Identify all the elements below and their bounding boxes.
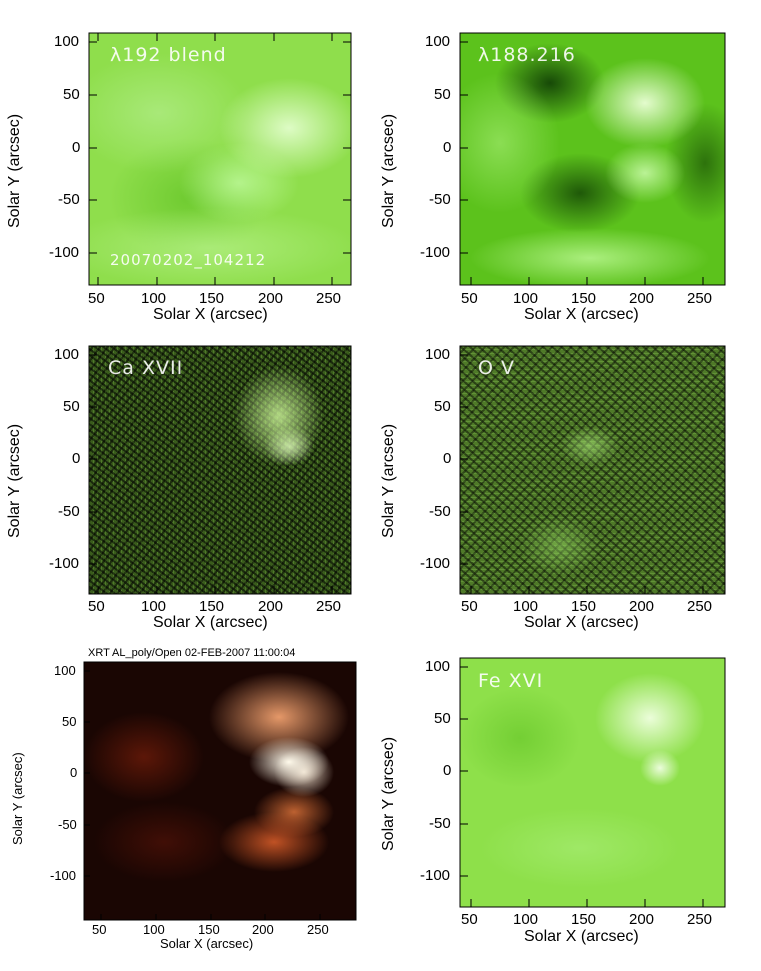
x-tick: 200 <box>258 598 284 615</box>
image-o-v <box>460 346 725 594</box>
x-tick: 150 <box>199 598 225 615</box>
x-tick: 200 <box>629 598 655 615</box>
x-axis-label: Solar X (arcsec) <box>153 614 268 631</box>
y-tick: 100 <box>425 33 451 50</box>
image-188-216 <box>460 33 725 285</box>
x-tick: 100 <box>143 922 165 937</box>
image-192-blend <box>89 33 351 285</box>
y-tick: -100 <box>420 555 451 572</box>
y-tick: -100 <box>420 867 451 884</box>
y-tick: 0 <box>72 450 81 467</box>
panel-label: Ca XVII <box>108 357 184 379</box>
y-tick: -100 <box>50 868 77 883</box>
x-tick: 200 <box>252 922 274 937</box>
y-tick: 50 <box>63 398 80 415</box>
x-tick: 50 <box>461 911 478 928</box>
y-tick: -100 <box>420 244 451 261</box>
y-tick: 100 <box>425 658 451 675</box>
x-axis-label: Solar X (arcsec) <box>524 928 639 945</box>
y-tick: 100 <box>425 346 451 363</box>
x-tick: 50 <box>461 598 478 615</box>
panel-label: Fe XVI <box>478 670 544 692</box>
x-tick: 250 <box>687 290 713 307</box>
y-tick: 0 <box>443 139 452 156</box>
y-tick: 50 <box>63 86 80 103</box>
x-tick: 200 <box>629 290 655 307</box>
y-tick: -50 <box>429 503 451 520</box>
x-tick: 250 <box>316 290 342 307</box>
y-tick: -50 <box>429 815 451 832</box>
x-tick: 250 <box>307 922 329 937</box>
x-tick: 250 <box>687 911 713 928</box>
x-tick: 50 <box>88 598 105 615</box>
y-tick: 0 <box>72 139 81 156</box>
panel-label: λ188.216 <box>478 44 576 66</box>
x-tick: 150 <box>571 290 597 307</box>
x-tick: 100 <box>513 290 539 307</box>
x-tick: 100 <box>141 598 167 615</box>
x-tick: 150 <box>198 922 220 937</box>
x-tick: 250 <box>316 598 342 615</box>
image-xrt <box>84 662 356 920</box>
y-axis-label: Solar Y (arcsec) <box>380 736 397 851</box>
x-tick: 150 <box>199 290 225 307</box>
xrt-title: XRT AL_poly/Open 02-FEB-2007 11:00:04 <box>88 647 296 659</box>
y-tick: 0 <box>443 762 452 779</box>
image-ca-xvii <box>89 346 351 594</box>
y-tick: -50 <box>58 191 80 208</box>
y-tick: 0 <box>70 765 78 780</box>
x-axis-label: Solar X (arcsec) <box>153 306 268 323</box>
panel-label: λ192 blend <box>110 44 227 66</box>
y-tick: -100 <box>49 244 80 261</box>
y-tick: 100 <box>54 346 80 363</box>
y-tick: -50 <box>58 503 80 520</box>
x-tick: 200 <box>629 911 655 928</box>
panel-label: O V <box>478 357 515 379</box>
y-tick: 50 <box>62 714 77 729</box>
y-tick: 50 <box>434 398 451 415</box>
y-tick: -50 <box>58 817 77 832</box>
x-tick: 50 <box>92 922 107 937</box>
x-axis-label: Solar X (arcsec) <box>160 936 254 951</box>
x-tick: 100 <box>513 598 539 615</box>
x-axis-label: Solar X (arcsec) <box>524 614 639 631</box>
x-tick: 250 <box>687 598 713 615</box>
y-tick: 100 <box>54 663 76 678</box>
x-tick: 150 <box>571 911 597 928</box>
y-tick: 0 <box>443 450 452 467</box>
x-tick: 100 <box>513 911 539 928</box>
timestamp: 20070202_104212 <box>110 251 267 269</box>
x-tick: 150 <box>571 598 597 615</box>
x-tick: 100 <box>141 290 167 307</box>
x-axis-label: Solar X (arcsec) <box>524 306 639 323</box>
y-tick: -50 <box>429 191 451 208</box>
x-tick: 50 <box>88 290 105 307</box>
y-tick: -100 <box>49 555 80 572</box>
y-tick: 50 <box>434 86 451 103</box>
x-tick: 200 <box>258 290 284 307</box>
image-fe-xvi <box>460 658 725 907</box>
y-tick: 100 <box>54 33 80 50</box>
y-tick: 50 <box>434 710 451 727</box>
x-tick: 50 <box>461 290 478 307</box>
